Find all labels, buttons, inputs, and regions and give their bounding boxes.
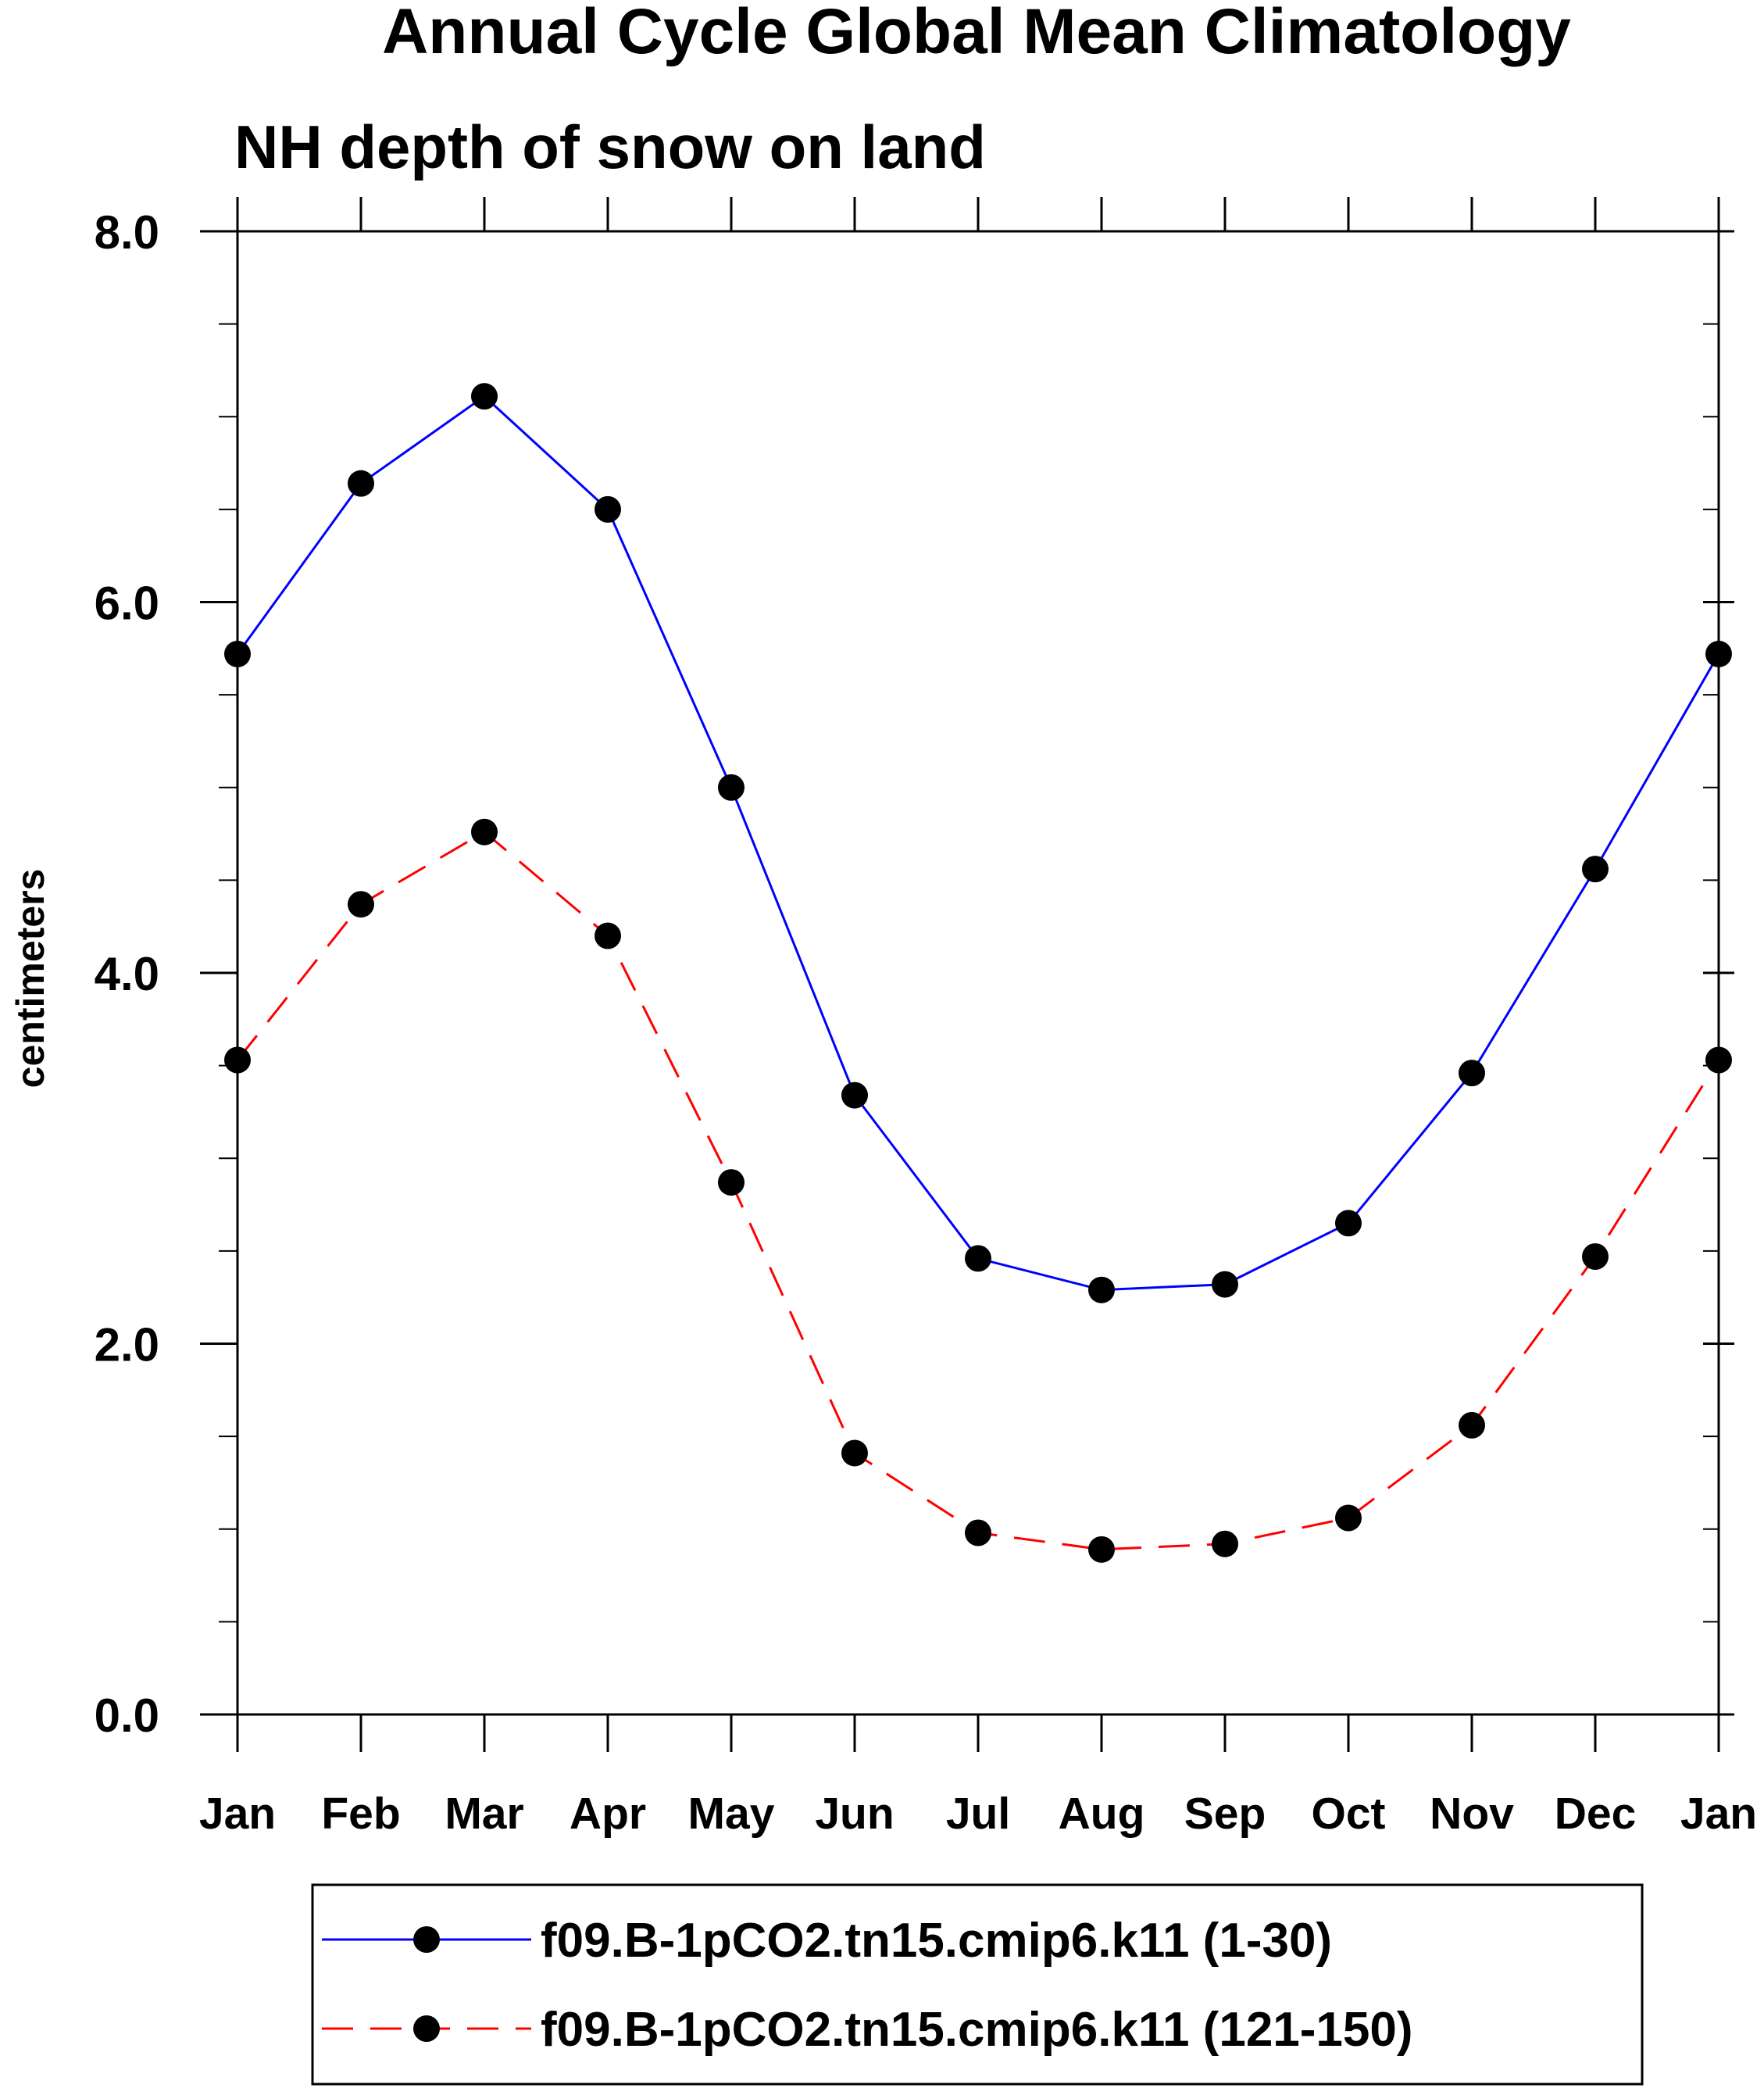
y-axis-label: centimeters <box>9 869 52 1089</box>
series-1-point <box>224 640 251 667</box>
series-1-point <box>595 495 621 523</box>
series-2-point <box>224 1046 251 1074</box>
series-2-point <box>1459 1411 1485 1439</box>
x-tick-label: Jul <box>946 1789 1010 1839</box>
y-ticks: 0.0 2.0 4.0 6.0 8.0 <box>95 206 1734 1742</box>
chart-title: Annual Cycle Global Mean Climatology <box>382 0 1571 67</box>
x-tick-label: Nov <box>1430 1789 1514 1839</box>
x-tick-label: Mar <box>445 1789 523 1839</box>
series-1-point <box>1459 1060 1485 1087</box>
x-tick-label: Jan <box>1680 1789 1757 1839</box>
series-1-point <box>841 1082 868 1109</box>
series-2-point <box>965 1519 991 1546</box>
x-tick-label: Jan <box>199 1789 276 1839</box>
series-2-point <box>1088 1536 1115 1563</box>
series-2-point <box>718 1169 745 1196</box>
y-tick-label: 0.0 <box>95 1689 159 1742</box>
series-1-point <box>718 774 745 801</box>
series-2-point <box>471 818 498 846</box>
series-2-point <box>1705 1046 1732 1074</box>
x-tick-label: May <box>688 1789 775 1839</box>
y-tick-label: 2.0 <box>95 1319 159 1371</box>
chart-subtitle: NH depth of snow on land <box>234 113 986 181</box>
x-tick-label: Feb <box>321 1789 400 1839</box>
series-2-point <box>348 891 374 918</box>
y-tick-label: 8.0 <box>95 206 159 259</box>
plot-area <box>236 230 1720 1716</box>
series-2-point <box>595 922 621 949</box>
series-2-point <box>1335 1504 1362 1532</box>
series-layer <box>224 383 1732 1563</box>
x-tick-label: Oct <box>1311 1789 1385 1839</box>
legend: f09.B-1pCO2.tn15.cmip6.k11 (1-30) f09.B-1… <box>311 1883 1644 2086</box>
legend-marker-2 <box>413 2015 440 2042</box>
y-tick-label: 4.0 <box>95 948 159 1000</box>
plot-frame <box>236 230 1720 1716</box>
x-tick-label: Sep <box>1184 1789 1266 1839</box>
series-1-point <box>1705 640 1732 667</box>
series-2-point <box>1212 1530 1238 1557</box>
series-1-point <box>965 1245 991 1272</box>
x-tick-label: Apr <box>570 1789 646 1839</box>
x-tick-label: Dec <box>1555 1789 1637 1839</box>
x-ticks: Jan Feb Mar Apr May Jun Jul Aug Sep Oct Nov Dec Jan <box>199 197 1757 1839</box>
series-1-point <box>1335 1210 1362 1237</box>
x-tick-label: Jun <box>815 1789 894 1839</box>
series-2-point <box>841 1439 868 1467</box>
series-line-1 <box>236 395 1720 1292</box>
series-1-point <box>1582 856 1609 883</box>
legend-label-1: f09.B-1pCO2.tn15.cmip6.k11 (1-30) <box>541 1914 1332 1968</box>
series-line-2 <box>236 830 1720 1551</box>
series-1-point <box>1212 1271 1238 1298</box>
legend-label-2: f09.B-1pCO2.tn15.cmip6.k11 (121-150) <box>541 2003 1413 2057</box>
series-2-point <box>1582 1242 1609 1270</box>
legend-marker-1 <box>413 1926 440 1953</box>
y-tick-label: 6.0 <box>95 577 159 630</box>
series-1-point <box>471 383 498 410</box>
series-1-point <box>1088 1276 1115 1303</box>
x-tick-label: Aug <box>1059 1789 1145 1839</box>
legend-box <box>311 1883 1644 2086</box>
series-1-point <box>348 470 374 497</box>
legend-entries: f09.B-1pCO2.tn15.cmip6.k11 (1-30) f09.B-1… <box>322 1914 1413 2057</box>
